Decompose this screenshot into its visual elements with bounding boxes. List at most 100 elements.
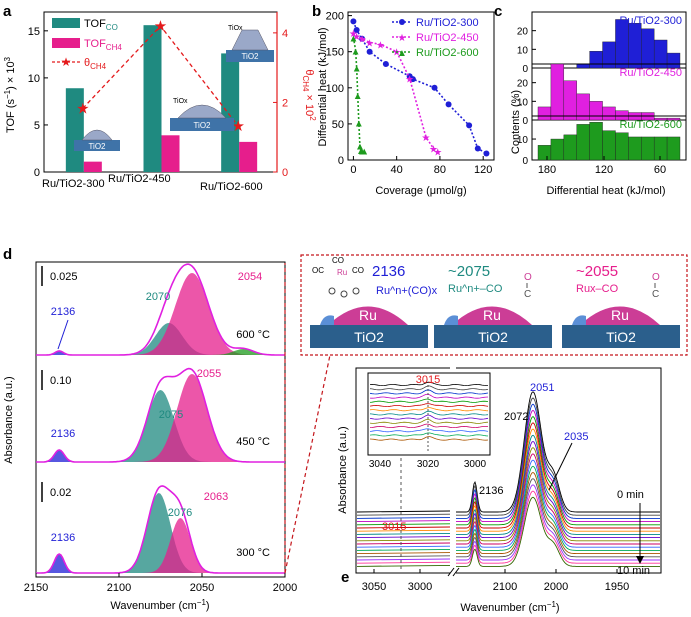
y2-tick-label: 4: [282, 28, 288, 40]
hist-bar-2-8: [641, 136, 655, 161]
peak-fill-2-1: [36, 493, 285, 573]
panel-a-cat-1: Ru/TiO2-450: [108, 173, 171, 185]
point-300-0: [350, 18, 357, 25]
inset-x-tick-label: 3040: [369, 459, 392, 470]
x-tick-label: 120: [595, 164, 613, 176]
point-2-1: ▲: [351, 46, 361, 57]
hist-bar-2-0: [537, 145, 552, 161]
species-formula-2: Rux–CO: [576, 283, 619, 295]
ru-particle-1: [452, 306, 532, 325]
hist-bar-1-0: [537, 106, 552, 121]
legend-swatch-tofch4: [52, 38, 80, 48]
scale-label-2: 0.02: [50, 487, 71, 499]
ligand-oc: OC: [312, 266, 324, 275]
hist-bar-0-8: [641, 28, 655, 69]
ligand-co-2: CO: [352, 266, 364, 275]
point-300-9: [466, 122, 473, 129]
connector-line-diag: [284, 354, 331, 574]
point-2-0: ▲: [348, 33, 358, 44]
point-1-3: ★: [365, 38, 374, 49]
hist-bar-2-1: [550, 138, 565, 161]
y-tick-label: 10: [517, 135, 529, 146]
inset-spectrum-10: [369, 423, 489, 429]
annot-10min: 10 min: [617, 565, 650, 577]
time-spectrum-9: [356, 447, 660, 542]
axis-break-l: [447, 567, 455, 577]
inset-spectrum-13: [369, 436, 489, 441]
bar-tofch4-2: [239, 141, 258, 172]
time-arrow-head: [636, 556, 644, 564]
time-spectrum-14: [356, 478, 660, 558]
peak-fill-0-3: [36, 349, 285, 355]
hist-bar-1-2: [563, 80, 577, 121]
svg-text:TiO2: TiO2: [193, 121, 211, 130]
legend-b-450: Ru/TiO2-450: [416, 32, 479, 44]
inset-spectrum-3: [369, 393, 489, 399]
svg-text:TiOx: TiOx: [228, 25, 243, 32]
panel-a-y2label: θCH4 × 102: [301, 69, 317, 121]
y-tick-label: 100: [326, 83, 344, 95]
annot-3015: 3015: [382, 521, 406, 533]
species-wn-0: 2136: [372, 263, 405, 280]
inset-spectrum-7: [369, 410, 489, 416]
point-300-7: [431, 84, 438, 91]
peak-label-2-0: 2076: [168, 507, 192, 519]
legend-theta-label: θCH4: [84, 57, 107, 71]
o-atom-2: [340, 290, 348, 298]
time-spectrum-5: [356, 422, 660, 529]
y-tick-label: 20: [517, 79, 529, 90]
envelope-2: [36, 485, 285, 574]
y-tick-label: 15: [28, 26, 40, 38]
inset-spectrum-6: [369, 407, 489, 412]
scale-label-0: 0.025: [50, 271, 78, 283]
svg-text:TiO2: TiO2: [241, 52, 259, 61]
time-spectrum-1: [356, 397, 660, 516]
hist-bar-2-5: [602, 130, 616, 161]
y-tick-label: 0: [34, 167, 40, 179]
tio2-label-1: TiO2: [478, 329, 508, 345]
point-300-10: [474, 145, 481, 152]
point-1-7: ★: [421, 133, 430, 144]
hist-bar-2-7: [628, 136, 642, 161]
point-2-8: ▲: [359, 147, 369, 158]
panel-e: 3015 2136 2072 2051 2035 0 min 10 min 3015 3040…: [337, 366, 662, 614]
annot-0min: 0 min: [617, 489, 644, 501]
point-2-5: ▲: [355, 142, 365, 153]
time-spectrum-6: [356, 428, 660, 532]
hist-bar-1-5: [602, 106, 616, 121]
inset-label-3015: 3015: [416, 374, 440, 386]
o-atom-3: [352, 287, 360, 295]
legend-b-300: Ru/TiO2-300: [416, 17, 479, 29]
temp-label-2: 300 °C: [236, 547, 270, 559]
species-formula-1: Ru^n+–CO: [448, 283, 503, 295]
panel-c-xlabel: Differential heat (kJ/mol): [546, 185, 665, 197]
time-spectrum-0: [356, 391, 660, 513]
inset-spectrum-2: [369, 389, 489, 395]
point-2-2: ▲: [352, 64, 362, 75]
species-formula-0: Ru^n+(CO)x: [376, 285, 438, 297]
inset-spectrum-8: [369, 414, 489, 420]
tio2-label-0: TiO2: [354, 329, 384, 345]
point-2-3: ▲: [353, 91, 363, 102]
x-tick-label: 2000: [273, 582, 297, 594]
svg-text:★: ★: [398, 33, 407, 44]
panel-label-c: c: [494, 3, 502, 20]
panel-c: Ru/TiO2-300 0 10 20 Ru/TiO2-450 0 10 20 Ru/TiO2-…: [510, 11, 687, 197]
tiox-overlayer-1: [444, 315, 458, 325]
hist-bar-0-4: [589, 51, 603, 69]
hist-label-2: Ru/TiO2-600: [619, 119, 682, 131]
hist-bar-2-4: [589, 122, 603, 161]
inset-x-tick-label: 3000: [464, 459, 487, 470]
y2-tick-label: 2: [282, 97, 288, 109]
co-c-1: C: [524, 289, 531, 300]
time-spectrum-11: [356, 459, 660, 548]
hist-bar-2-2: [563, 134, 577, 161]
ru-label-0: Ru: [359, 307, 377, 323]
panel-b-xlabel: Coverage (μmol/g): [375, 185, 466, 197]
peak-label-0-0: 2136: [51, 306, 75, 318]
inset-ru-tio2-600: TiO2 TiOx: [226, 25, 274, 62]
ru-label-1: Ru: [483, 307, 501, 323]
theta-line: [82, 24, 239, 127]
peak-fill-0-1: [36, 323, 285, 355]
